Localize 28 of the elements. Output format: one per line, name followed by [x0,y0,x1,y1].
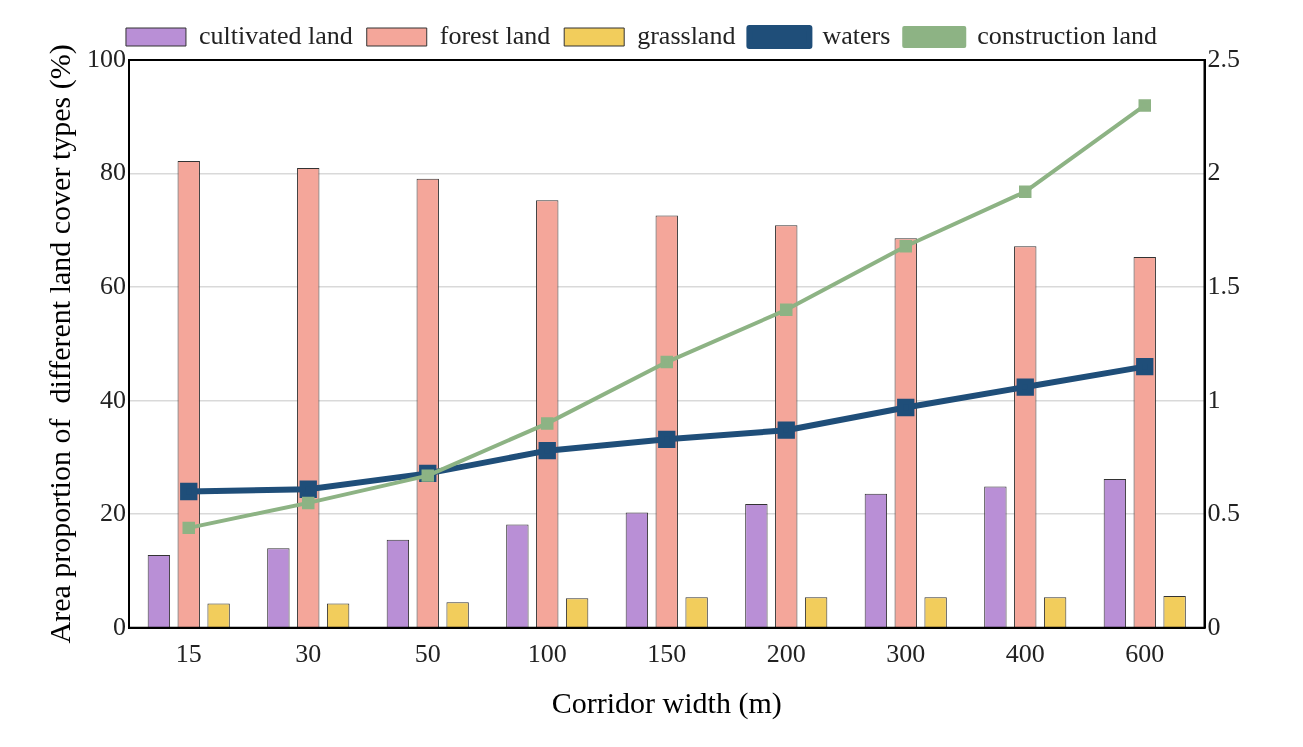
x-axis-title: Corridor width (m) [551,685,782,720]
y-tick-label: 0 [113,611,126,641]
x-tick-label: 400 [1005,639,1045,669]
y2-tick-label: 0.5 [1207,498,1240,528]
legend-label: grassland [637,20,736,50]
legend-label: construction land [977,20,1158,50]
y2-tick-label: 2.5 [1207,43,1240,73]
x-tick-label: 15 [175,639,202,669]
x-tick-label: 600 [1125,639,1165,669]
x-tick-label: 200 [766,639,806,669]
x-tick-label: 150 [647,639,687,669]
legend-label: cultivated land [198,20,353,50]
y2-tick-label: 0 [1207,611,1221,641]
x-tick-label: 300 [886,639,926,669]
y-tick-label: 20 [100,498,126,528]
y-tick-label: 40 [100,384,126,414]
x-tick-label: 30 [295,639,322,669]
y-tick-label: 80 [100,157,126,187]
y2-tick-label: 1 [1207,384,1221,414]
x-tick-label: 100 [527,639,567,669]
y-axis-title: Area proportion of different land cover types (%) [42,44,77,644]
y-tick-label: 60 [100,270,126,300]
x-tick-label: 50 [414,639,441,669]
y2-tick-label: 2 [1207,157,1221,187]
legend-label: forest land [439,20,551,50]
legend-label: waters [822,20,891,50]
y2-tick-label: 1.5 [1207,270,1240,300]
y-tick-label: 100 [87,43,126,73]
